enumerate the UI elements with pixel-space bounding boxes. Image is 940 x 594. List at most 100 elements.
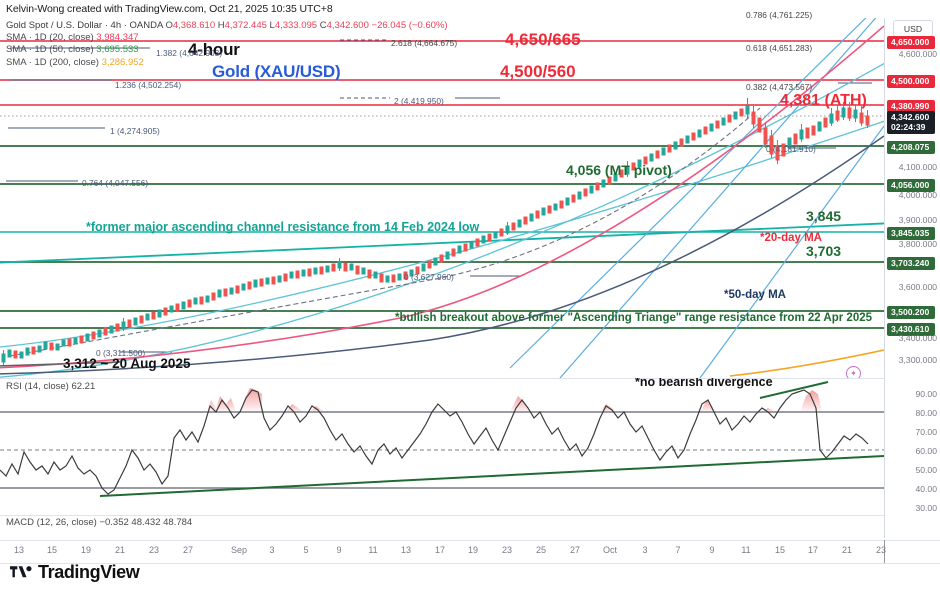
fib-label-fib-0786-right: 0.786 (4,761.225)	[746, 10, 813, 20]
time-label-13: 13	[13, 545, 25, 555]
legend-symbol: Gold Spot / U.S. Dollar · 4h · OANDA	[6, 20, 163, 31]
legend-high-label: H	[217, 20, 225, 31]
tradingview-mark-icon	[10, 565, 32, 577]
time-label-oct: Oct	[602, 545, 618, 555]
price-pane[interactable]: Gold Spot / U.S. Dollar · 4h · OANDA O4,…	[0, 18, 884, 379]
legend-sma50-row: SMA · 1D (50, close) 3,695.533	[6, 44, 448, 56]
time-label-21: 21	[114, 545, 126, 555]
time-label-17a: 17	[434, 545, 446, 555]
axis-tag-3845: 3,845.035	[887, 227, 935, 240]
annotation-no-bearish-divergence: *no bearish divergence	[635, 378, 773, 389]
macd-pane[interactable]: MACD (12, 26, close) −0.352 48.432 48.78…	[0, 515, 884, 538]
fib-label-fib-0-right: 0 (4,181.910)	[766, 144, 816, 154]
time-label-19b: 19	[467, 545, 479, 555]
annotation-ma20-label: *20-day MA	[760, 232, 822, 244]
fib-label-fib-0764: 0.764 (4,047.556)	[82, 178, 149, 188]
time-label-15: 15	[46, 545, 58, 555]
macd-hist-value: −0.352	[99, 517, 129, 528]
time-label-19: 19	[80, 545, 92, 555]
legend-high-value: 4,372.445	[224, 20, 267, 31]
axis-tag-3703: 3,703.240	[887, 257, 935, 270]
legend-low-label: L	[269, 20, 275, 31]
annotation-ath-label: 4,381 (ATH)	[780, 92, 867, 109]
rsi-axis-30: 30.00	[915, 503, 937, 513]
time-label-23c: 23	[875, 545, 887, 555]
axis-label-4100: 4,100.000	[898, 162, 937, 172]
rsi-legend-value: 62.21	[71, 381, 96, 392]
rsi-pane[interactable]: RSI (14, close) 62.21 *no bearish diverg…	[0, 378, 884, 516]
legend-sma50-label: SMA · 1D (50, close)	[6, 44, 94, 56]
legend-sma50-value: 3,695.533	[96, 44, 139, 56]
rsi-axis-70: 70.00	[915, 427, 937, 437]
instrument-title: Gold (XAU/USD)	[212, 62, 341, 81]
rsi-axis-60: 60.00	[915, 446, 937, 456]
legend-sma20-row: SMA · 1D (20, close) 3,984.347	[6, 32, 448, 44]
rsi-legend-label: RSI (14, close)	[6, 381, 69, 392]
macd-line-value: 48.432	[131, 517, 161, 528]
time-label-11b: 11	[741, 545, 751, 555]
fib-label-fib-0382-right: 0.382 (4,473.567)	[746, 82, 813, 92]
macd-signal-value: 48.784	[163, 517, 193, 528]
axis-label-3800: 3,800.000	[898, 239, 937, 249]
price-axis[interactable]: USD 4,650.000 4,600.000 4,500.000 4,380.990…	[884, 18, 940, 538]
time-label-27b: 27	[569, 545, 581, 555]
time-label-3b: 3	[642, 545, 648, 555]
price-chart-svg	[0, 18, 884, 378]
axis-tag-4208: 4,208.075	[887, 141, 935, 154]
fib-label-fib-0-mid: 0 (3,627.960)	[404, 272, 454, 282]
time-label-23: 23	[148, 545, 160, 555]
macd-legend-label: MACD (12, 26, close)	[6, 517, 97, 528]
fib-label-fib-1236: 1.236 (4,502.254)	[115, 80, 182, 90]
time-axis[interactable]: 13 15 19 21 23 27 Sep 3 5 9 11 13 17 19 23 25 27 Oct 3 7 9 11…	[0, 540, 940, 564]
legend-sma200-value: 3,286.952	[101, 56, 144, 68]
axis-label-4600: 4,600.000	[898, 49, 937, 59]
axis-tag-3500: 3,500.200	[887, 306, 935, 319]
time-label-23b: 23	[501, 545, 513, 555]
attribution-text: Kelvin-Wong created with TradingView.com…	[6, 3, 333, 15]
chart-frame: Gold Spot / U.S. Dollar · 4h · OANDA O4,…	[0, 18, 940, 564]
annotation-ascending-triangle-breakout-note: *bullish breakout above former "Ascendin…	[395, 312, 873, 324]
annotation-ma50-label: *50-day MA	[724, 289, 786, 301]
annotation-level-4500-560: 4,500/560	[500, 62, 576, 81]
axis-label-3900: 3,900.000	[898, 215, 937, 225]
alert-badge-icon[interactable]: ✦	[846, 366, 861, 378]
annotation-mt-pivot-label: 4,056 (MT pivot)	[566, 162, 672, 178]
axis-label-4000: 4,000.000	[898, 190, 937, 200]
rsi-axis-90: 90.00	[915, 389, 937, 399]
macd-legend: MACD (12, 26, close) −0.352 48.432 48.78…	[6, 517, 192, 528]
axis-label-3600: 3,600.000	[898, 282, 937, 292]
fib-label-fib-1382: 1.382 (4,642.903)	[156, 48, 223, 58]
rsi-chart-svg	[0, 381, 884, 497]
price-legend: Gold Spot / U.S. Dollar · 4h · OANDA O4,…	[6, 20, 448, 69]
time-label-sep: Sep	[230, 545, 248, 555]
legend-close-label: C	[319, 20, 327, 31]
candlestick-series	[1, 98, 870, 365]
legend-sma20-value: 3,984.347	[96, 32, 139, 44]
axis-tag-3430: 3,430.610	[887, 323, 935, 336]
legend-sma200-row: SMA · 1D (200, close) 3,286.952	[6, 57, 448, 69]
tradingview-wordmark: TradingView	[38, 562, 140, 582]
time-label-7: 7	[675, 545, 681, 555]
time-axis-divider	[884, 540, 885, 563]
legend-low-value: 4,333.095	[274, 20, 318, 31]
axis-tag-4500: 4,500.000	[887, 75, 935, 88]
rsi-axis-50: 50.00	[915, 465, 937, 475]
legend-change-value: −26.045 (−0.60%)	[371, 20, 448, 31]
axis-tag-4380: 4,380.990	[887, 100, 935, 113]
time-label-17b: 17	[807, 545, 819, 555]
annotation-level-3845: 3,845	[806, 208, 842, 224]
legend-open-label: O	[165, 20, 173, 31]
legend-ohlc-row: Gold Spot / U.S. Dollar · 4h · OANDA O4,…	[6, 20, 448, 32]
axis-tag-4650: 4,650.000	[887, 36, 935, 49]
timeframe-title: 4-hour	[188, 40, 240, 59]
currency-badge: USD	[893, 20, 933, 37]
time-label-3a: 3	[269, 545, 275, 555]
fib-label-fib-0618-right: 0.618 (4,651.283)	[746, 43, 813, 53]
tradingview-logo: TradingView	[10, 562, 140, 583]
legend-open-value: 4,368.610	[172, 20, 216, 31]
axis-tag-4056: 4,056.000	[887, 179, 935, 192]
axis-label-3300: 3,300.000	[898, 355, 937, 365]
annotation-level-4650-665: 4,650/665	[505, 30, 581, 49]
rsi-legend: RSI (14, close) 62.21	[6, 381, 95, 392]
